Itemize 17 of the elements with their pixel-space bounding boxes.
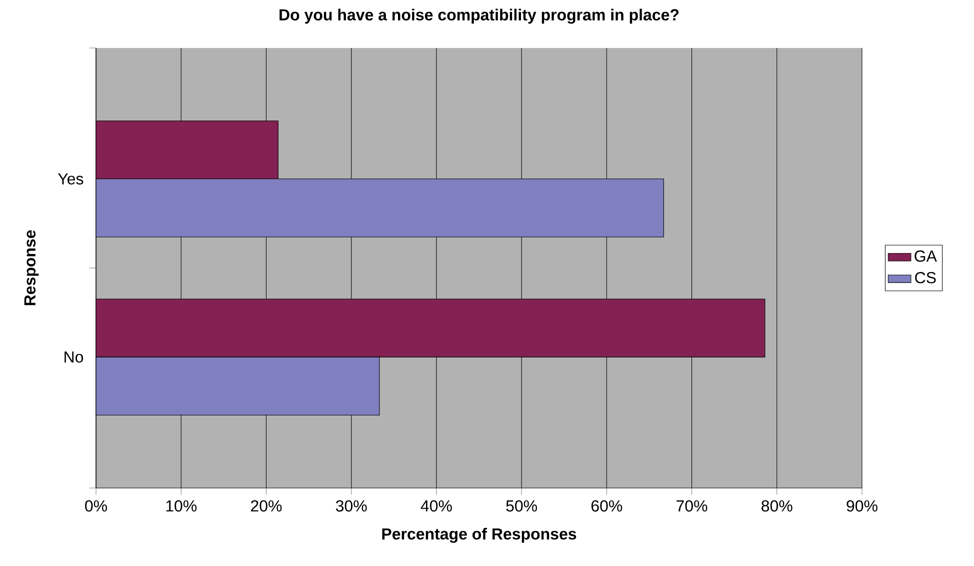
x-tick-label: 30% — [336, 500, 367, 512]
chart-title: Do you have a noise compatibility program in place? — [280, 8, 679, 24]
y-axis-title: Response — [24, 230, 39, 306]
x-tick-label: 90% — [846, 500, 878, 512]
x-tick-label: 20% — [251, 500, 282, 512]
legend-label: GA — [914, 250, 937, 262]
x-tick-label: 80% — [762, 500, 792, 512]
x-tick-label: 50% — [506, 500, 537, 512]
y-tick-label: No — [64, 351, 84, 363]
x-tick-label: 40% — [420, 500, 452, 512]
x-tick-label: 10% — [166, 500, 197, 512]
x-axis-title: Percentage of Responses — [382, 528, 576, 543]
x-tick-label: 70% — [676, 500, 708, 512]
legend-label: CS — [915, 272, 936, 284]
y-tick-label: Yes — [58, 173, 84, 184]
x-tick-label: 60% — [591, 500, 622, 512]
x-tick-label: 0% — [85, 500, 107, 512]
